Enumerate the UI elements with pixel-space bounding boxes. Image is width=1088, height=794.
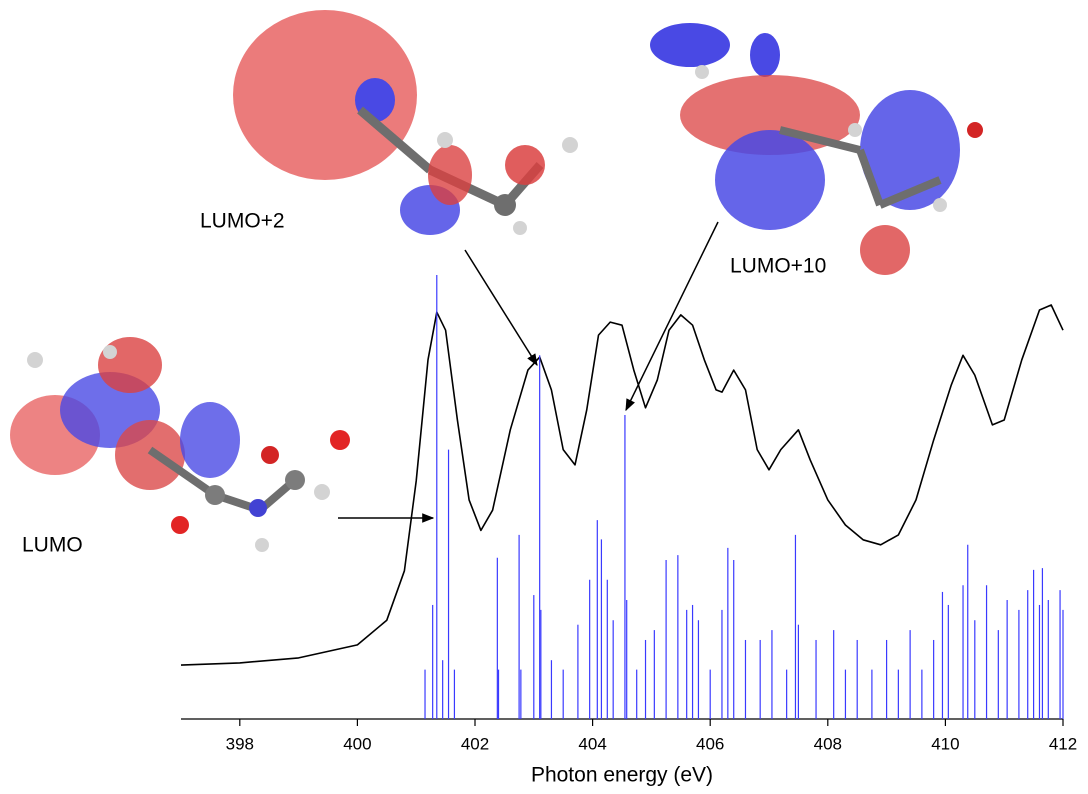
- x-tick-label: 408: [814, 734, 842, 753]
- annotation: LUMO: [22, 534, 83, 557]
- x-axis-label: Photon energy (eV): [531, 764, 713, 787]
- molecule-lumo-plus-2: [233, 10, 578, 235]
- x-tick-label: 406: [696, 734, 724, 753]
- arrow: [465, 250, 537, 365]
- molecule-lumo-plus-10: [650, 23, 983, 275]
- chart: LUMO LUMO+2 LUMO+10 Photon energy (eV) 3…: [0, 0, 1088, 794]
- x-tick-label: 402: [461, 734, 489, 753]
- annotation: LUMO+10: [730, 255, 826, 278]
- x-tick-label: 398: [226, 734, 254, 753]
- spectrum-line: [181, 305, 1063, 665]
- x-tick-label: 404: [578, 734, 606, 753]
- annotation: LUMO+2: [200, 210, 285, 233]
- x-tick-label: 410: [931, 734, 959, 753]
- x-tick-label: 400: [343, 734, 371, 753]
- x-tick-label: 412: [1049, 734, 1077, 753]
- molecule-lumo: [10, 337, 350, 552]
- arrow: [626, 222, 718, 410]
